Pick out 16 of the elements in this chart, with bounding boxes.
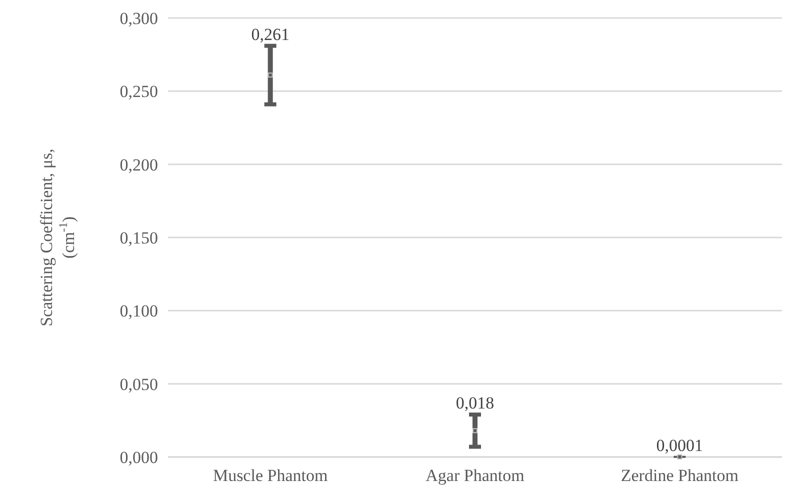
x-tick-label: Muscle Phantom	[212, 466, 328, 485]
y-tick-label: 0,300	[120, 8, 158, 28]
data-label: 0,018	[456, 394, 494, 413]
point	[268, 72, 273, 78]
x-tick-label: Agar Phantom	[426, 466, 524, 485]
data-label: 0,261	[251, 24, 290, 44]
x-tick-label: Zerdine Phantom	[620, 466, 738, 485]
point	[472, 428, 478, 434]
y-tick-label: 0,250	[120, 82, 158, 102]
y-tick-label: 0,000	[120, 448, 158, 467]
y-tick-label: 0,200	[120, 155, 158, 174]
y-tick-label: 0,150	[120, 228, 158, 248]
y-tick-label: 0,100	[120, 302, 158, 321]
y-tick-label: 0,050	[120, 374, 158, 394]
point	[677, 454, 682, 460]
data-label: 0,0001	[656, 436, 704, 455]
